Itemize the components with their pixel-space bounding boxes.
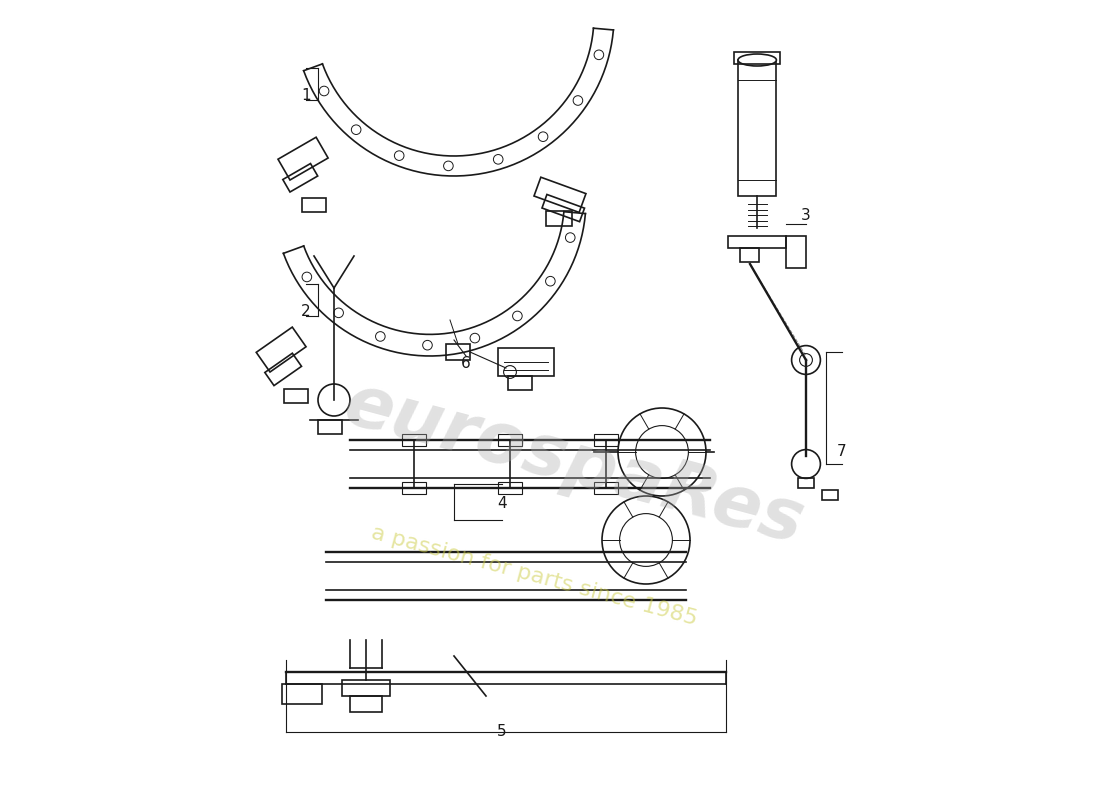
Bar xyxy=(542,194,584,222)
Text: 5: 5 xyxy=(497,725,507,739)
Bar xyxy=(534,178,586,213)
Bar xyxy=(283,163,318,192)
Bar xyxy=(498,482,522,494)
Bar xyxy=(350,696,382,712)
Bar xyxy=(402,482,426,494)
Bar xyxy=(256,327,306,372)
Bar xyxy=(285,389,308,403)
Bar xyxy=(498,348,554,376)
Bar xyxy=(302,198,326,212)
Bar xyxy=(786,236,806,268)
Bar xyxy=(740,248,759,262)
Bar xyxy=(318,420,342,434)
Text: 1: 1 xyxy=(301,89,311,103)
Bar xyxy=(282,684,322,704)
Text: 6: 6 xyxy=(461,357,471,371)
Text: eurospaRes: eurospaRes xyxy=(337,370,812,558)
Bar xyxy=(342,680,390,696)
Text: 7: 7 xyxy=(837,445,847,459)
Bar xyxy=(402,434,426,446)
Bar xyxy=(265,354,301,386)
Bar xyxy=(594,482,618,494)
Bar xyxy=(508,376,532,390)
Bar xyxy=(278,138,328,180)
Bar xyxy=(728,236,786,248)
Text: 3: 3 xyxy=(801,209,811,223)
Ellipse shape xyxy=(738,54,777,66)
Bar xyxy=(546,211,572,226)
Bar xyxy=(798,478,814,488)
Bar xyxy=(594,434,618,446)
Text: a passion for parts since 1985: a passion for parts since 1985 xyxy=(368,522,700,630)
Bar xyxy=(446,344,470,360)
Text: 2: 2 xyxy=(301,305,311,319)
Text: 4: 4 xyxy=(497,497,507,511)
Bar xyxy=(738,60,777,196)
Bar xyxy=(822,490,838,500)
Bar xyxy=(498,434,522,446)
Bar xyxy=(734,52,780,64)
